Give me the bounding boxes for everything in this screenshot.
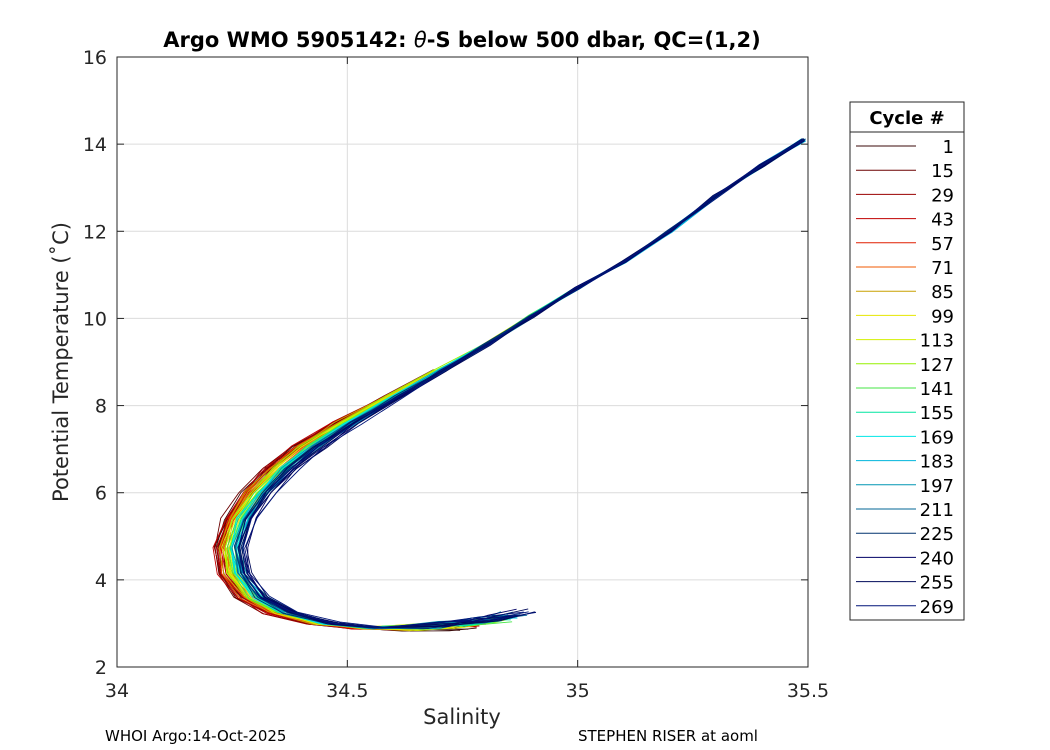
y-axis: 2 4 6 8 10 12 14 16 (83, 47, 808, 679)
legend-label: 113 (920, 331, 954, 352)
legend-label: 240 (920, 548, 954, 569)
legend-entry: 225 (856, 524, 954, 545)
profile-curve-cycle-255 (240, 138, 805, 628)
legend-label: 1 (943, 137, 954, 158)
legend-entry: 269 (856, 597, 954, 618)
profile-curve-cycle-240 (237, 140, 805, 629)
footer-left: WHOI Argo:14-Oct-2025 (105, 727, 286, 745)
y-tick-label: 12 (83, 221, 107, 243)
legend-label: 29 (931, 185, 954, 206)
legend-entry: 85 (856, 282, 954, 303)
y-tick-label: 4 (95, 570, 107, 592)
profile-curve-cycle-269 (244, 139, 805, 628)
plot-area-frame (116, 56, 809, 668)
legend-entry: 43 (856, 210, 954, 231)
legend-entries: 1 15 29 43 57 71 85 99 113 127 141 155 169 183 197 211 2… (856, 137, 954, 618)
profile-curve-cycle-197 (238, 140, 801, 629)
profile-curve-cycle-183 (239, 138, 806, 630)
legend-entry: 99 (856, 306, 954, 327)
legend-entry: 29 (856, 185, 954, 206)
profile-curve-cycle-197 (238, 138, 806, 629)
profile-curve-cycle-269 (237, 140, 804, 629)
x-tick-label: 34.5 (326, 680, 368, 702)
legend-title: Cycle # (869, 108, 944, 129)
profile-curve-cycle-240 (242, 138, 805, 629)
legend-entry: 155 (856, 403, 954, 424)
legend-entry: 15 (856, 161, 954, 182)
x-axis: 34 34.5 35 35.5 (105, 57, 829, 702)
profile-curve-cycle-85 (226, 370, 481, 629)
profile-curve-cycle-127 (224, 288, 576, 630)
footer-right: STEPHEN RISER at aoml (578, 727, 758, 745)
profile-curves (212, 138, 807, 632)
legend-label: 225 (920, 524, 954, 545)
legend-entry: 71 (856, 258, 954, 279)
x-tick-label: 35.5 (787, 680, 829, 702)
x-axis-label: Salinity (423, 705, 501, 729)
x-tick-label: 35 (566, 680, 590, 702)
x-tick-label: 34 (105, 680, 129, 702)
legend-label: 197 (920, 476, 954, 497)
profile-curve-cycle-183 (234, 140, 807, 629)
profile-curve-cycle-225 (233, 139, 806, 629)
legend-entry: 113 (856, 331, 954, 352)
profile-curve-cycle-211 (235, 139, 806, 629)
y-tick-label: 6 (95, 483, 107, 505)
profile-curve-cycle-169 (231, 138, 802, 629)
theta-symbol: θ (414, 28, 427, 52)
legend-entry: 255 (856, 573, 954, 594)
legend-entry: 57 (856, 234, 954, 255)
legend-label: 141 (920, 379, 954, 400)
legend-label: 269 (920, 597, 954, 618)
y-tick-label: 16 (83, 47, 107, 69)
chart-title: Argo WMO 5905142: θ-S below 500 dbar, QC… (163, 28, 760, 52)
legend-label: 71 (931, 258, 954, 279)
profile-curve-cycle-225 (238, 139, 804, 629)
profile-curve-cycle-225 (238, 140, 805, 629)
legend-label: 211 (920, 500, 954, 521)
legend-label: 183 (920, 452, 954, 473)
profile-curve-cycle-169 (231, 139, 802, 630)
profile-curve-cycle-269 (242, 139, 803, 629)
legend: Cycle # 1 15 29 43 57 71 85 99 113 127 141 155 169 18… (849, 101, 965, 621)
profile-curve-cycle-211 (241, 138, 806, 629)
legend-entry: 211 (856, 500, 954, 521)
legend-entry: 141 (856, 379, 954, 400)
legend-label: 57 (931, 234, 954, 255)
legend-entry: 169 (856, 427, 954, 448)
legend-label: 85 (931, 282, 954, 303)
legend-label: 255 (920, 573, 954, 594)
legend-entry: 197 (856, 476, 954, 497)
legend-entry: 127 (856, 355, 954, 376)
profile-curve-cycle-211 (234, 138, 805, 629)
y-tick-label: 10 (83, 308, 107, 330)
y-tick-label: 14 (83, 134, 107, 156)
y-axis-label: Potential Temperature (˚C) (49, 222, 73, 502)
y-tick-label: 8 (95, 396, 107, 418)
profile-curve-cycle-197 (231, 139, 805, 629)
profile-curve-cycle-255 (245, 139, 804, 629)
profile-curve-cycle-183 (235, 139, 802, 630)
legend-label: 155 (920, 403, 954, 424)
y-tick-label: 2 (95, 657, 107, 679)
profile-curve-cycle-169 (236, 140, 806, 630)
legend-label: 43 (931, 210, 954, 231)
profile-curve-cycle-255 (239, 138, 803, 629)
profile-curve-cycle-240 (247, 139, 804, 629)
legend-label: 169 (920, 427, 954, 448)
legend-label: 99 (931, 306, 954, 327)
legend-label: 15 (931, 161, 954, 182)
legend-label: 127 (920, 355, 954, 376)
legend-entry: 240 (856, 548, 954, 569)
legend-entry: 1 (856, 137, 954, 158)
legend-entry: 183 (856, 452, 954, 473)
